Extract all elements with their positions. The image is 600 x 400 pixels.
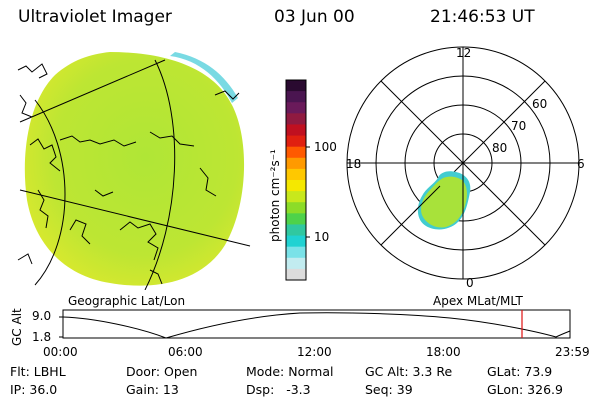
color-bar-segment — [286, 157, 306, 170]
altitude-curve — [62, 312, 571, 339]
color-bar-segment — [286, 180, 306, 192]
color-bar-segment — [286, 257, 306, 270]
apex-caption: Apex MLat/MLT — [433, 294, 523, 308]
geographic-image — [17, 52, 251, 290]
seq-info: Seq: 39 — [365, 382, 413, 397]
color-bar-segment — [286, 135, 306, 148]
color-bar-segment — [286, 113, 306, 126]
colorbar-unit-label: photon cm⁻²s⁻¹ — [268, 149, 282, 242]
geo-grid-lines — [19, 59, 251, 290]
coastlines — [17, 63, 240, 285]
time-tick-1800: 18:00 — [426, 345, 461, 359]
color-bar-segment — [286, 213, 306, 226]
lat-label-70: 70 — [511, 119, 527, 133]
glon-info: GLon: 326.9 — [487, 382, 563, 397]
glat-info: GLat: 73.9 — [487, 364, 553, 379]
gain-info: Gain: 13 — [126, 382, 179, 397]
mlt-label-0: 0 — [466, 276, 474, 290]
mode-info: Mode: Normal — [246, 364, 334, 379]
geographic-caption: Geographic Lat/Lon — [68, 294, 186, 308]
color-bar-segment — [286, 246, 306, 259]
auroral-image — [421, 176, 467, 228]
color-bar-segment — [286, 191, 306, 203]
altitude-ytick-label-1-8: 1.8 — [32, 330, 52, 344]
color-bar-segment — [286, 224, 306, 237]
altitude-axis-label: GC Alt — [10, 308, 24, 346]
gc-alt-info: GC Alt: 3.3 Re — [365, 364, 453, 379]
color-bar-segment — [286, 80, 306, 92]
color-bar-segment — [286, 268, 306, 281]
color-bar-segment — [286, 102, 306, 114]
time-tick-0600: 06:00 — [168, 345, 203, 359]
colorbar-label-100: 100 — [314, 140, 337, 154]
polar-diagonal-overlay — [413, 185, 441, 213]
time-tick-0000: 00:00 — [43, 345, 78, 359]
color-bar — [286, 80, 306, 281]
mlt-label-18: 18 — [346, 157, 362, 171]
color-bar-segment — [286, 146, 306, 159]
instrument-title: Ultraviolet Imager — [18, 7, 172, 27]
altitude-strip — [59, 309, 571, 339]
color-bar-segment — [286, 168, 306, 181]
lat-label-80: 80 — [492, 141, 508, 155]
auroral-disk — [24, 52, 245, 286]
polar-plot — [346, 46, 580, 280]
color-bar-segment — [286, 202, 306, 214]
time-label: 21:46:53 UT — [430, 7, 535, 27]
door-info: Door: Open — [126, 364, 198, 379]
altitude-ytick-label-9: 9.0 — [32, 309, 52, 323]
mlt-label-6: 6 — [577, 157, 585, 171]
time-tick-1200: 12:00 — [297, 345, 332, 359]
color-bar-segment — [286, 235, 306, 248]
time-tick-2359: 23:59 — [555, 345, 590, 359]
dsp-info: Dsp: -3.3 — [246, 382, 311, 397]
color-bar-segment — [286, 124, 306, 137]
filter-info: Flt: LBHL — [10, 364, 66, 379]
colorbar-label-10: 10 — [314, 230, 330, 244]
mlt-label-12: 12 — [456, 46, 472, 60]
ip-info: IP: 36.0 — [10, 382, 58, 397]
color-bar-segment — [286, 91, 306, 103]
color-bar-frame — [285, 79, 307, 281]
date-label: 03 Jun 00 — [274, 7, 355, 27]
altitude-frame — [62, 309, 571, 339]
lat-label-60: 60 — [532, 97, 548, 111]
